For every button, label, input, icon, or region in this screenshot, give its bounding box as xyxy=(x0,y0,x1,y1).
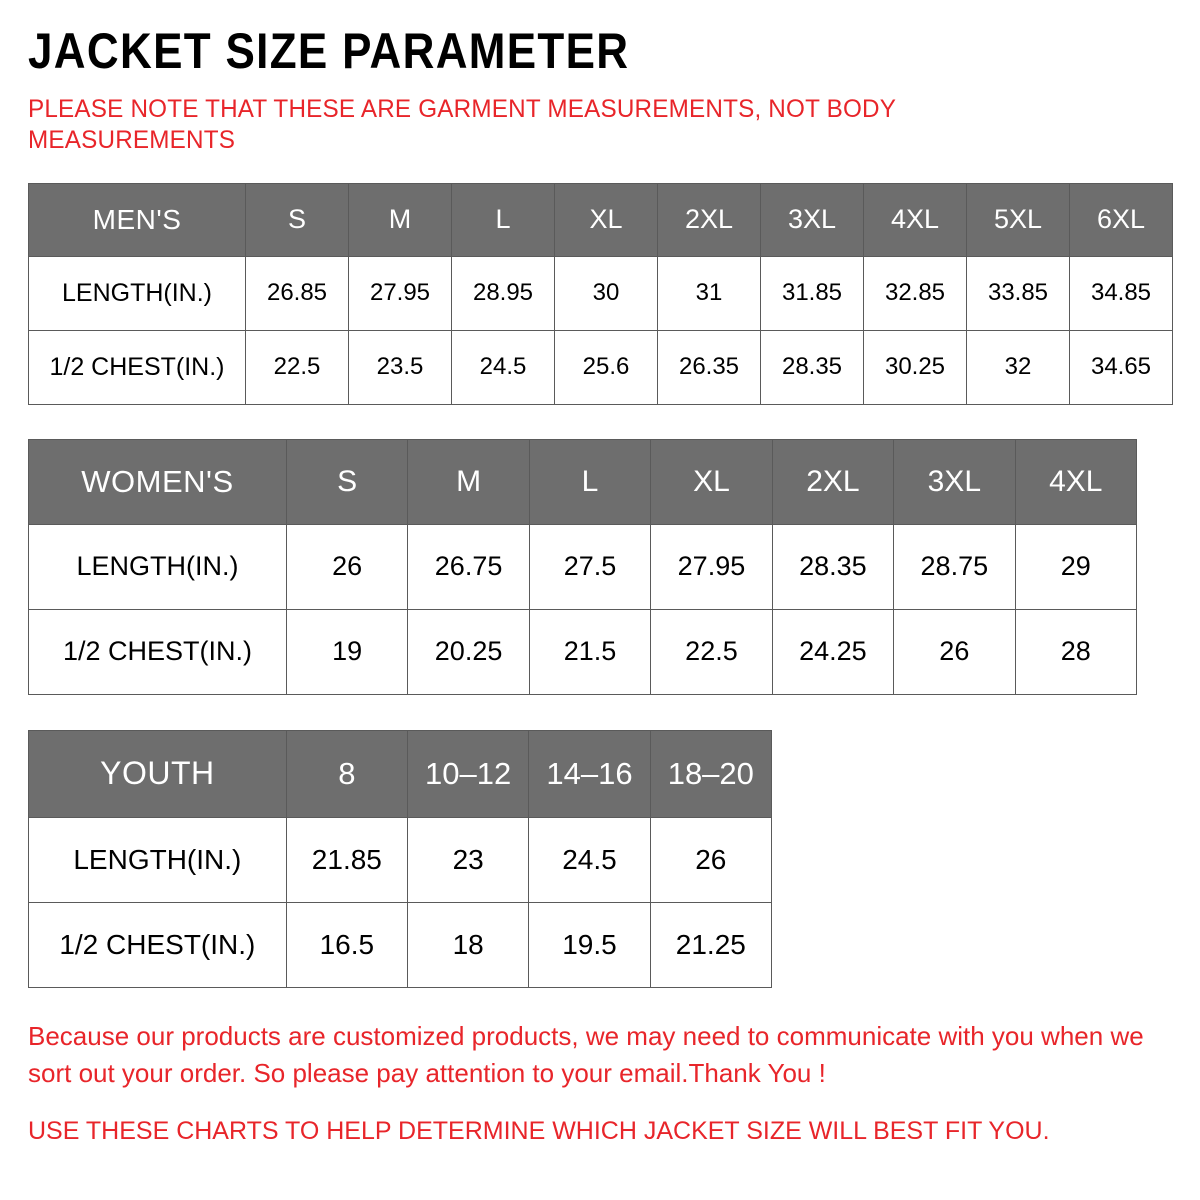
mens-column-header: 5XL xyxy=(966,182,1070,257)
youth-measurement-cell: 18 xyxy=(406,901,530,988)
page-title: JACKET SIZE PARAMETER xyxy=(28,23,630,79)
mens-row-label: 1/2 CHEST(IN.) xyxy=(28,329,246,405)
youth-table-body: LENGTH(IN.) 21.85 23 24.5 26 1/2 CHEST(IN.) 16… xyxy=(28,816,773,988)
mens-column-header: 3XL xyxy=(760,182,864,257)
womens-measurement-cell: 19 xyxy=(285,608,409,695)
youth-row-label: 1/2 CHEST(IN.) xyxy=(28,901,287,988)
mens-measurement-cell: 30.25 xyxy=(863,329,967,405)
youth-header-row: YOUTH 8 10–12 14–16 18–20 xyxy=(28,729,773,818)
womens-corner-label: WOMEN'S xyxy=(28,438,287,525)
mens-column-header: S xyxy=(245,182,349,257)
use-charts-note: USE THESE CHARTS TO HELP DETERMINE WHICH… xyxy=(28,1116,1050,1145)
youth-measurement-cell: 21.25 xyxy=(649,901,773,988)
youth-column-header: 18–20 xyxy=(649,729,773,818)
mens-measurement-cell: 30 xyxy=(554,255,658,331)
womens-size-table: WOMEN'S S M L XL 2XL 3XL 4XL LENGTH(IN.) 26 26.75… xyxy=(28,438,1138,695)
womens-table-head: WOMEN'S S M L XL 2XL 3XL 4XL xyxy=(28,438,1138,525)
womens-table-body: LENGTH(IN.) 26 26.75 27.5 27.95 28.35 28.75 29 1… xyxy=(28,523,1138,695)
table-row: 1/2 CHEST(IN.) 19 20.25 21.5 22.5 24.25 26 28 xyxy=(28,608,1138,695)
mens-measurement-cell: 26.35 xyxy=(657,329,761,405)
womens-column-header: 2XL xyxy=(771,438,895,525)
mens-measurement-cell: 31 xyxy=(657,255,761,331)
youth-column-header: 10–12 xyxy=(406,729,530,818)
mens-measurement-cell: 27.95 xyxy=(348,255,452,331)
womens-column-header: XL xyxy=(650,438,773,525)
womens-measurement-cell: 26 xyxy=(893,608,1016,695)
youth-size-table: YOUTH 8 10–12 14–16 18–20 LENGTH(IN.) 21.85 23… xyxy=(28,729,773,988)
youth-measurement-cell: 23 xyxy=(406,816,530,903)
mens-table-head: MEN'S S M L XL 2XL 3XL 4XL 5XL 6XL xyxy=(28,182,1173,257)
youth-column-header: 8 xyxy=(285,729,409,818)
youth-measurement-cell: 19.5 xyxy=(528,901,651,988)
mens-measurement-cell: 22.5 xyxy=(245,329,349,405)
mens-column-header: 2XL xyxy=(657,182,761,257)
womens-column-header: L xyxy=(528,438,652,525)
mens-measurement-cell: 28.95 xyxy=(451,255,555,331)
mens-column-header: 6XL xyxy=(1069,182,1173,257)
mens-header-row: MEN'S S M L XL 2XL 3XL 4XL 5XL 6XL xyxy=(28,182,1173,257)
womens-measurement-cell: 26 xyxy=(285,523,409,610)
mens-corner-label: MEN'S xyxy=(28,182,246,257)
table-row: 1/2 CHEST(IN.) 16.5 18 19.5 21.25 xyxy=(28,901,773,988)
mens-row-label: LENGTH(IN.) xyxy=(28,255,246,331)
womens-column-header: M xyxy=(407,438,530,525)
womens-measurement-cell: 27.5 xyxy=(528,523,652,610)
youth-measurement-cell: 26 xyxy=(649,816,773,903)
womens-column-header: 4XL xyxy=(1014,438,1138,525)
mens-column-header: L xyxy=(451,182,555,257)
youth-measurement-cell: 16.5 xyxy=(285,901,409,988)
womens-column-header: S xyxy=(285,438,409,525)
womens-column-header: 3XL xyxy=(893,438,1016,525)
mens-measurement-cell: 33.85 xyxy=(966,255,1070,331)
youth-table-head: YOUTH 8 10–12 14–16 18–20 xyxy=(28,729,773,818)
mens-measurement-cell: 32 xyxy=(966,329,1070,405)
mens-measurement-cell: 23.5 xyxy=(348,329,452,405)
mens-column-header: XL xyxy=(554,182,658,257)
customization-note: Because our products are customized prod… xyxy=(28,1020,1144,1089)
womens-measurement-cell: 21.5 xyxy=(528,608,652,695)
mens-measurement-cell: 24.5 xyxy=(451,329,555,405)
womens-measurement-cell: 24.25 xyxy=(771,608,895,695)
womens-measurement-cell: 28 xyxy=(1014,608,1138,695)
youth-measurement-cell: 21.85 xyxy=(285,816,409,903)
womens-measurement-cell: 28.35 xyxy=(771,523,895,610)
womens-measurement-cell: 27.95 xyxy=(650,523,773,610)
womens-header-row: WOMEN'S S M L XL 2XL 3XL 4XL xyxy=(28,438,1138,525)
table-row: LENGTH(IN.) 21.85 23 24.5 26 xyxy=(28,816,773,903)
youth-column-header: 14–16 xyxy=(528,729,651,818)
mens-measurement-cell: 34.65 xyxy=(1069,329,1173,405)
table-row: LENGTH(IN.) 26.85 27.95 28.95 30 31 31.85 32.85… xyxy=(28,255,1173,331)
womens-measurement-cell: 29 xyxy=(1014,523,1138,610)
mens-measurement-cell: 26.85 xyxy=(245,255,349,331)
womens-row-label: 1/2 CHEST(IN.) xyxy=(28,608,287,695)
youth-measurement-cell: 24.5 xyxy=(528,816,651,903)
mens-size-table: MEN'S S M L XL 2XL 3XL 4XL 5XL 6XL LENGTH(IN.) 26.… xyxy=(28,182,1173,405)
womens-row-label: LENGTH(IN.) xyxy=(28,523,287,610)
mens-measurement-cell: 28.35 xyxy=(760,329,864,405)
mens-measurement-cell: 32.85 xyxy=(863,255,967,331)
table-row: 1/2 CHEST(IN.) 22.5 23.5 24.5 25.6 26.35 28.35… xyxy=(28,329,1173,405)
mens-column-header: 4XL xyxy=(863,182,967,257)
youth-row-label: LENGTH(IN.) xyxy=(28,816,287,903)
mens-column-header: M xyxy=(348,182,452,257)
table-row: LENGTH(IN.) 26 26.75 27.5 27.95 28.35 28.75 29 xyxy=(28,523,1138,610)
womens-measurement-cell: 26.75 xyxy=(407,523,530,610)
youth-corner-label: YOUTH xyxy=(28,729,287,818)
garment-measurement-note: PLEASE NOTE THAT THESE ARE GARMENT MEASU… xyxy=(28,95,896,155)
womens-measurement-cell: 28.75 xyxy=(893,523,1016,610)
womens-measurement-cell: 20.25 xyxy=(407,608,530,695)
mens-table-body: LENGTH(IN.) 26.85 27.95 28.95 30 31 31.85 32.85… xyxy=(28,255,1173,405)
womens-measurement-cell: 22.5 xyxy=(650,608,773,695)
mens-measurement-cell: 25.6 xyxy=(554,329,658,405)
mens-measurement-cell: 34.85 xyxy=(1069,255,1173,331)
mens-measurement-cell: 31.85 xyxy=(760,255,864,331)
